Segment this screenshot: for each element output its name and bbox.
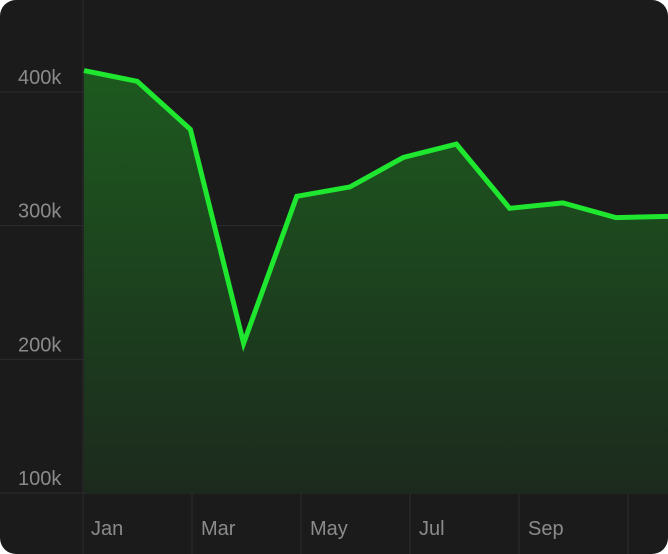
- x-axis: Jan Mar May Jul Sep: [91, 518, 564, 540]
- line-layer: [83, 68, 668, 352]
- x-tick-label: Jul: [419, 518, 445, 540]
- x-tick-label: Jan: [91, 518, 123, 540]
- series-line: [83, 68, 668, 352]
- y-tick-label: 100k: [18, 468, 62, 490]
- x-tick-label: Mar: [201, 518, 236, 540]
- x-tick-label: May: [310, 518, 348, 540]
- y-tick-label: 400k: [18, 67, 62, 89]
- series-area: [84, 70, 668, 493]
- y-axis: 400k 300k 200k 100k: [18, 67, 62, 490]
- y-tick-label: 300k: [18, 201, 62, 223]
- x-tick-label: Sep: [528, 518, 564, 540]
- y-tick-label: 200k: [18, 334, 62, 356]
- area-layer: [84, 70, 668, 493]
